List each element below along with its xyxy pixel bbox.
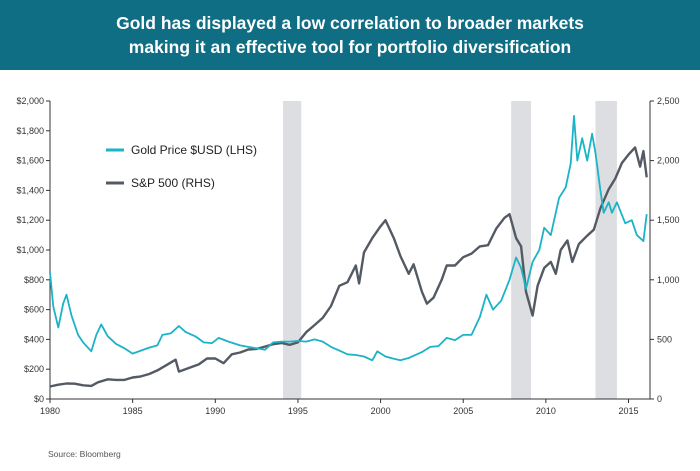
x-tick-label-1990: 1990 bbox=[205, 406, 225, 416]
y-right-tick-label-5: 2,500 bbox=[657, 96, 680, 106]
chart-title-line-1: Gold has displayed a low correlation to … bbox=[116, 13, 584, 33]
series-line-gold bbox=[49, 115, 648, 362]
legend-label-gold: Gold Price $USD (LHS) bbox=[131, 143, 257, 157]
y-right-tick-label-2: 1,000 bbox=[657, 275, 680, 285]
y-left-tick-label-0: $0 bbox=[34, 394, 44, 404]
y-left-tick-label-5: $1,000 bbox=[16, 245, 44, 255]
chart-title-banner: Gold has displayed a low correlation to … bbox=[0, 0, 700, 70]
shaded-period-2 bbox=[595, 101, 617, 399]
series-lines bbox=[49, 115, 648, 388]
x-tick-label-2005: 2005 bbox=[453, 406, 473, 416]
shaded-period-0 bbox=[283, 101, 302, 399]
y-left-tick-label-7: $1,400 bbox=[16, 185, 44, 195]
series-line-sp500 bbox=[49, 146, 648, 388]
y-left-tick-label-9: $1,800 bbox=[16, 126, 44, 136]
x-tick-label-2000: 2000 bbox=[371, 406, 391, 416]
y-left-tick-label-8: $1,600 bbox=[16, 156, 44, 166]
y-left-tick-label-4: $800 bbox=[24, 275, 44, 285]
chart-title-line-2: making it an effective tool for portfoli… bbox=[128, 37, 572, 57]
x-axis-ticks: 1980 1985 1990 1995 2000 2005 2010 2015 bbox=[40, 399, 639, 416]
x-tick-label-1980: 1980 bbox=[40, 406, 60, 416]
y-right-axis-ticks: 0 500 1,000 1,500 2,000 2,500 bbox=[650, 96, 680, 404]
y-left-tick-label-1: $200 bbox=[24, 364, 44, 374]
source-note: Source: Bloomberg bbox=[48, 449, 121, 459]
recession-shading-group bbox=[283, 101, 617, 399]
y-right-tick-label-0: 0 bbox=[657, 394, 662, 404]
y-left-tick-label-3: $600 bbox=[24, 305, 44, 315]
y-right-tick-label-3: 1,500 bbox=[657, 215, 680, 225]
y-left-tick-label-10: $2,000 bbox=[16, 96, 44, 106]
chart-legend: Gold Price $USD (LHS) S&P 500 (RHS) bbox=[106, 143, 257, 190]
legend-label-sp500: S&P 500 (RHS) bbox=[131, 176, 215, 190]
y-right-tick-label-4: 2,000 bbox=[657, 156, 680, 166]
x-tick-label-2010: 2010 bbox=[536, 406, 556, 416]
x-tick-label-1985: 1985 bbox=[123, 406, 143, 416]
y-left-tick-label-6: $1,200 bbox=[16, 215, 44, 225]
y-right-tick-label-1: 500 bbox=[657, 334, 672, 344]
x-tick-label-1995: 1995 bbox=[288, 406, 308, 416]
y-left-tick-label-2: $400 bbox=[24, 334, 44, 344]
gold-vs-sp500-chart: 1980 1985 1990 1995 2000 2005 2010 2015 $0$200$… bbox=[16, 96, 680, 416]
y-left-axis-ticks: $0 $200 $400 $600 $800 $1,000 $1,200 $1,400 $1,6… bbox=[16, 96, 50, 404]
x-tick-label-2015: 2015 bbox=[618, 406, 638, 416]
